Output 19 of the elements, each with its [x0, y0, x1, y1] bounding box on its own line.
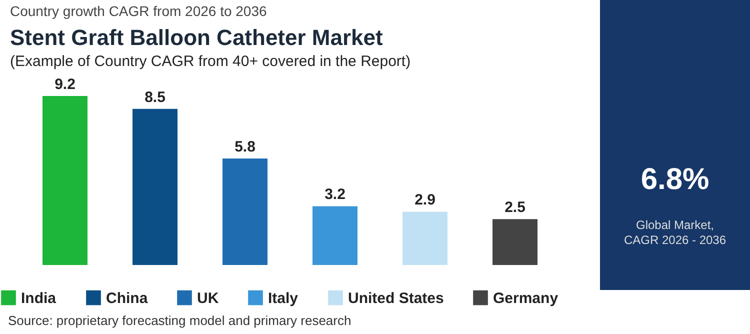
source-note: Source: proprietary forecasting model and primary research — [8, 313, 352, 328]
text: 6.8% — [640, 163, 710, 196]
data-label: 2.5 — [504, 199, 526, 216]
legend-label: UK — [197, 290, 219, 307]
text: Global Market, — [636, 218, 714, 232]
text: CAGR 2026 - 2036 — [624, 233, 726, 247]
data-label: 5.8 — [234, 138, 256, 156]
data-label: 9.2 — [54, 76, 76, 93]
legend-label: India — [21, 290, 57, 307]
legend-label: Germany — [493, 290, 559, 307]
data-label: 3.2 — [324, 186, 346, 204]
legend-label: United States — [348, 290, 444, 307]
chart-subtitle: (Example of Country CAGR from 40+ covered in the Report) — [10, 53, 411, 70]
text: Country growth CAGR from 2026 to 2036 — [10, 3, 268, 19]
legend-label: China — [106, 290, 148, 307]
legend-label: Italy — [268, 290, 299, 307]
data-label: 8.5 — [144, 88, 166, 106]
data-label: 2.9 — [414, 192, 436, 209]
chart-title: Stent Graft Balloon Catheter Market — [10, 25, 384, 50]
